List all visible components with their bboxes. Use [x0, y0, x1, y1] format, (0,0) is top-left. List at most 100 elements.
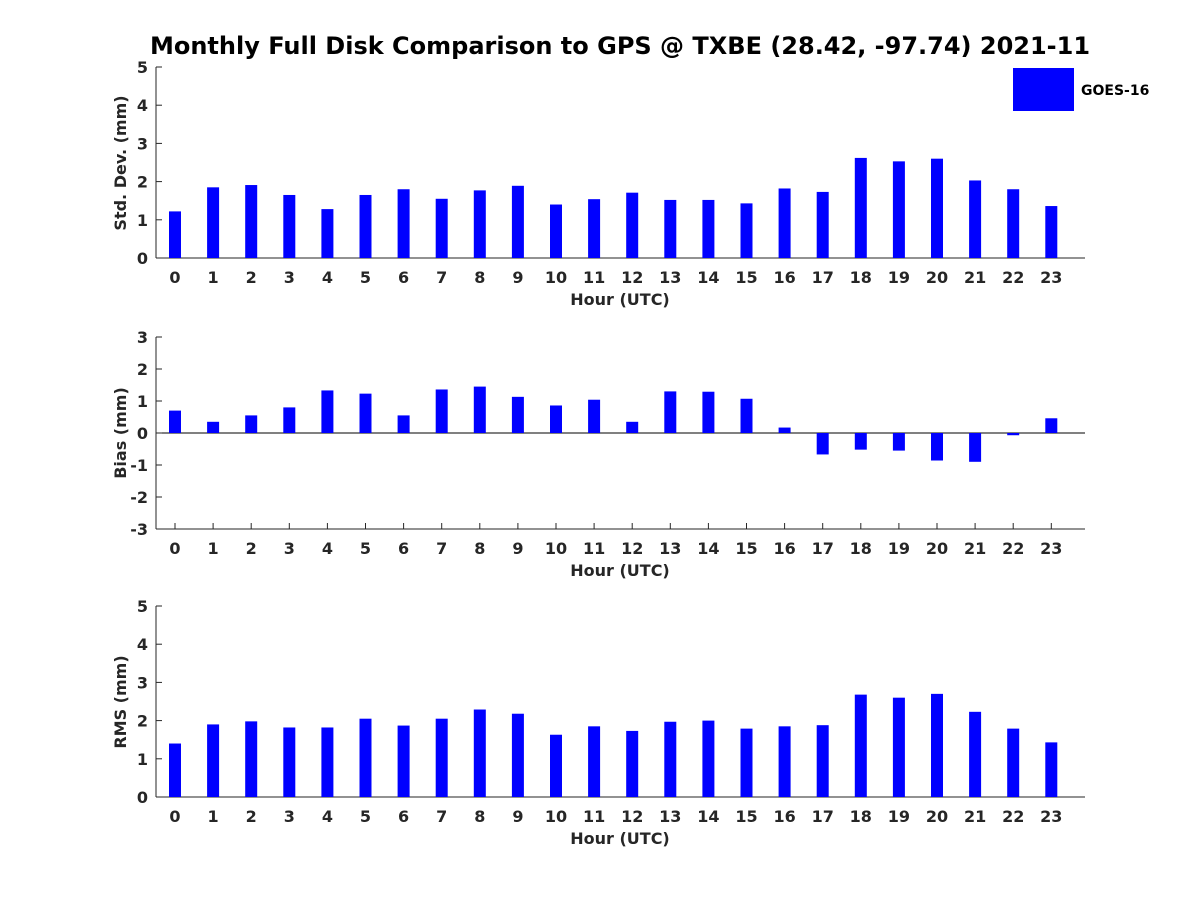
bar-hour-20 [931, 158, 943, 258]
bar-hour-1 [207, 421, 220, 433]
bar-hour-17 [816, 725, 829, 797]
y-tick-label: 3 [137, 134, 148, 153]
y-axis-label: Std. Dev. (mm) [111, 95, 130, 230]
x-tick-label: 23 [1040, 268, 1062, 287]
x-tick-label: 1 [208, 539, 219, 558]
bar-hour-2 [245, 721, 258, 797]
bar-hour-14 [702, 720, 715, 797]
x-tick-label: 22 [1002, 807, 1024, 826]
x-tick-label: 16 [773, 807, 795, 826]
bar-hour-13 [664, 199, 677, 258]
x-tick-label: 16 [773, 268, 795, 287]
bar-hour-23 [1045, 418, 1058, 433]
bar-hour-22 [1007, 433, 1020, 436]
bar-hour-6 [397, 725, 410, 797]
bar-hour-16 [778, 726, 791, 797]
x-tick-label: 9 [512, 268, 523, 287]
bar-hour-19 [892, 433, 905, 451]
bar-hour-6 [397, 415, 410, 433]
bar-hour-12 [626, 421, 639, 433]
y-axis-label: Bias (mm) [111, 387, 130, 479]
bar-hour-9 [511, 396, 524, 433]
bar-hour-9 [511, 713, 524, 797]
x-tick-label: 15 [735, 807, 757, 826]
bar-hour-0 [169, 211, 181, 258]
x-tick-label: 2 [246, 539, 257, 558]
bar-hour-7 [435, 718, 448, 797]
x-tick-label: 4 [322, 268, 333, 287]
bar-hour-18 [854, 694, 867, 797]
y-tick-label: 3 [137, 328, 148, 347]
x-tick-label: 20 [926, 807, 948, 826]
x-tick-label: 0 [169, 268, 180, 287]
y-tick-label: 5 [137, 58, 148, 77]
x-tick-label: 11 [583, 539, 605, 558]
x-tick-label: 1 [208, 807, 219, 826]
x-tick-label: 2 [246, 807, 257, 826]
x-tick-label: 15 [735, 539, 757, 558]
bar-hour-8 [473, 386, 486, 433]
bar-hour-16 [778, 188, 791, 258]
bar-hour-15 [740, 728, 753, 797]
x-tick-label: 21 [964, 807, 986, 826]
bar-hour-14 [702, 391, 715, 433]
bar-hour-7 [435, 198, 448, 258]
x-tick-label: 3 [284, 807, 295, 826]
x-tick-label: 8 [474, 268, 485, 287]
x-tick-label: 13 [659, 807, 681, 826]
y-tick-label: 1 [137, 750, 148, 769]
bar-hour-12 [626, 730, 639, 797]
x-tick-label: 14 [697, 539, 719, 558]
bar-hour-20 [931, 693, 943, 797]
y-axis-label: RMS (mm) [111, 655, 130, 748]
x-tick-label: 19 [888, 268, 910, 287]
bar-hour-4 [321, 390, 334, 433]
legend: GOES-16 [1013, 68, 1149, 111]
x-tick-label: 5 [360, 268, 371, 287]
x-tick-label: 17 [812, 268, 834, 287]
x-tick-label: 17 [812, 807, 834, 826]
bar-hour-2 [245, 415, 258, 433]
x-tick-label: 4 [322, 539, 333, 558]
bar-hour-16 [778, 427, 791, 433]
y-tick-label: 2 [137, 173, 148, 192]
x-tick-label: 14 [697, 268, 719, 287]
y-tick-label: 0 [137, 424, 148, 443]
bar-hour-15 [740, 398, 753, 433]
bar-hour-19 [892, 697, 905, 797]
bar-hour-8 [473, 709, 486, 797]
x-tick-label: 11 [583, 268, 605, 287]
x-tick-label: 9 [512, 807, 523, 826]
bar-hour-11 [588, 399, 601, 433]
y-tick-label: 5 [137, 597, 148, 616]
y-tick-label: 1 [137, 211, 148, 230]
bar-hour-5 [359, 393, 372, 433]
x-tick-label: 12 [621, 539, 643, 558]
bar-hour-3 [283, 194, 296, 258]
x-tick-label: 12 [621, 807, 643, 826]
bar-hour-1 [207, 724, 220, 797]
y-tick-label: -1 [130, 456, 148, 475]
y-tick-label: 0 [137, 249, 148, 268]
bar-hour-18 [854, 433, 867, 450]
bar-hour-13 [664, 391, 677, 433]
x-tick-label: 18 [850, 807, 872, 826]
x-tick-label: 13 [659, 539, 681, 558]
x-tick-label: 7 [436, 268, 447, 287]
x-tick-label: 8 [474, 539, 485, 558]
x-tick-label: 4 [322, 807, 333, 826]
y-tick-label: 4 [137, 96, 148, 115]
x-tick-label: 0 [169, 807, 180, 826]
bar-hour-23 [1045, 206, 1058, 258]
x-tick-label: 6 [398, 539, 409, 558]
bar-hour-1 [207, 187, 220, 258]
x-tick-label: 23 [1040, 807, 1062, 826]
bar-hour-22 [1007, 728, 1020, 797]
bar-hour-18 [854, 157, 867, 258]
y-tick-label: 0 [137, 788, 148, 807]
x-tick-label: 7 [436, 807, 447, 826]
bar-hour-19 [892, 161, 905, 258]
